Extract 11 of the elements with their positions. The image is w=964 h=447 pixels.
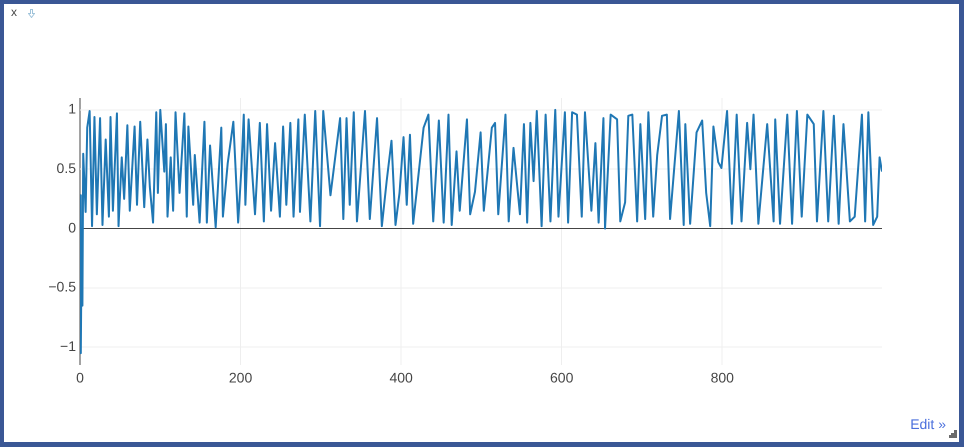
x-tick-label: 600 [550, 369, 574, 386]
y-tick-label: −0.5 [48, 278, 76, 295]
y-tick-label: 1 [68, 100, 76, 117]
y-tick-label: 0.5 [56, 160, 76, 176]
y-tick-label: −1 [60, 338, 76, 354]
text: Edit » [910, 416, 946, 432]
x-tick-label: 200 [228, 369, 252, 386]
y-tick-label: 0 [68, 219, 76, 236]
x-tick-label: 400 [389, 369, 414, 386]
x-tick-label: 800 [710, 369, 734, 386]
text: x [11, 5, 17, 19]
